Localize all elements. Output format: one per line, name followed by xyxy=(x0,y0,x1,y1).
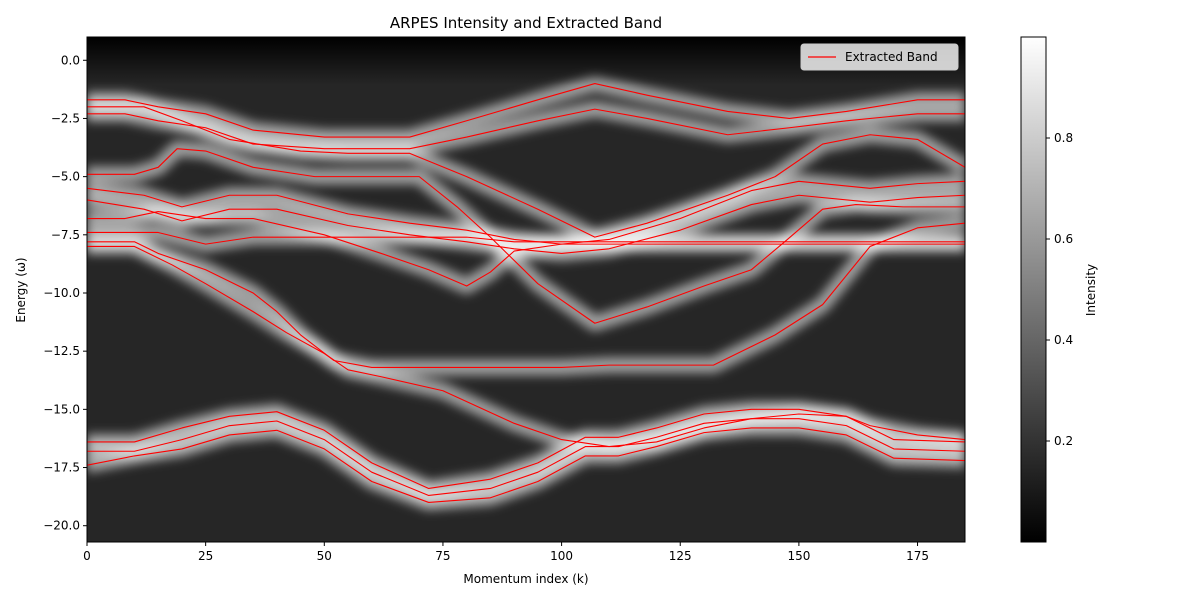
x-tick-label: 125 xyxy=(669,549,692,563)
y-tick-label: −12.5 xyxy=(43,344,80,358)
plot-frame xyxy=(86,36,966,543)
colorbar-gradient xyxy=(1020,36,1047,543)
colorbar-tick-label: 0.2 xyxy=(1054,434,1073,448)
y-tick-label: −15.0 xyxy=(43,402,80,416)
colorbar-tick-label: 0.6 xyxy=(1054,232,1073,246)
x-tick-label: 50 xyxy=(317,549,332,563)
band-line-10 xyxy=(87,245,965,448)
chart-title: ARPES Intensity and Extracted Band xyxy=(390,14,662,32)
band-line-12 xyxy=(87,418,965,497)
y-tick-label: −5.0 xyxy=(51,170,80,184)
y-axis: 0.0 −2.5 −5.0 −7.5 −10.0 −12.5 −15.0 −17.5 −20.0 xyxy=(43,53,87,533)
band-line-11 xyxy=(87,408,965,490)
band-line-8 xyxy=(87,231,965,245)
x-axis: 0 25 50 75 100 125 150 175 xyxy=(83,542,929,563)
x-tick-label: 0 xyxy=(83,549,91,563)
extracted-band-lines xyxy=(87,82,965,503)
x-tick-label: 100 xyxy=(550,549,573,563)
x-tick-label: 75 xyxy=(435,549,450,563)
x-tick-label: 150 xyxy=(787,549,810,563)
x-tick-label: 25 xyxy=(198,549,213,563)
y-tick-label: −2.5 xyxy=(51,111,80,125)
legend-label: Extracted Band xyxy=(845,50,938,64)
colorbar-tick-label: 0.8 xyxy=(1054,131,1073,145)
colorbar-label: Intensity xyxy=(1084,264,1098,316)
colorbar: 0.2 0.4 0.6 0.8 Intensity xyxy=(1020,36,1098,543)
x-axis-label: Momentum index (k) xyxy=(463,572,588,586)
band-line-5 xyxy=(87,180,965,245)
legend-box xyxy=(800,43,959,71)
y-tick-label: −7.5 xyxy=(51,228,80,242)
band-line-1 xyxy=(87,82,965,138)
x-tick-label: 175 xyxy=(906,549,929,563)
band-line-7 xyxy=(87,210,965,287)
colorbar-ticks: 0.2 0.4 0.6 0.8 xyxy=(1046,131,1073,448)
y-axis-label: Energy (ω) xyxy=(14,257,28,322)
band-line-9 xyxy=(87,222,965,369)
legend: Extracted Band xyxy=(800,43,959,71)
band-line-4 xyxy=(87,148,965,324)
band-line-13 xyxy=(87,427,965,503)
y-tick-label: −17.5 xyxy=(43,461,80,475)
band-line-2 xyxy=(87,108,965,150)
colorbar-tick-label: 0.4 xyxy=(1054,333,1073,347)
band-line-6 xyxy=(87,194,965,254)
y-tick-label: −20.0 xyxy=(43,519,80,533)
y-tick-label: −10.0 xyxy=(43,286,80,300)
band-line-3 xyxy=(87,106,965,238)
y-tick-label: 0.0 xyxy=(61,53,80,67)
